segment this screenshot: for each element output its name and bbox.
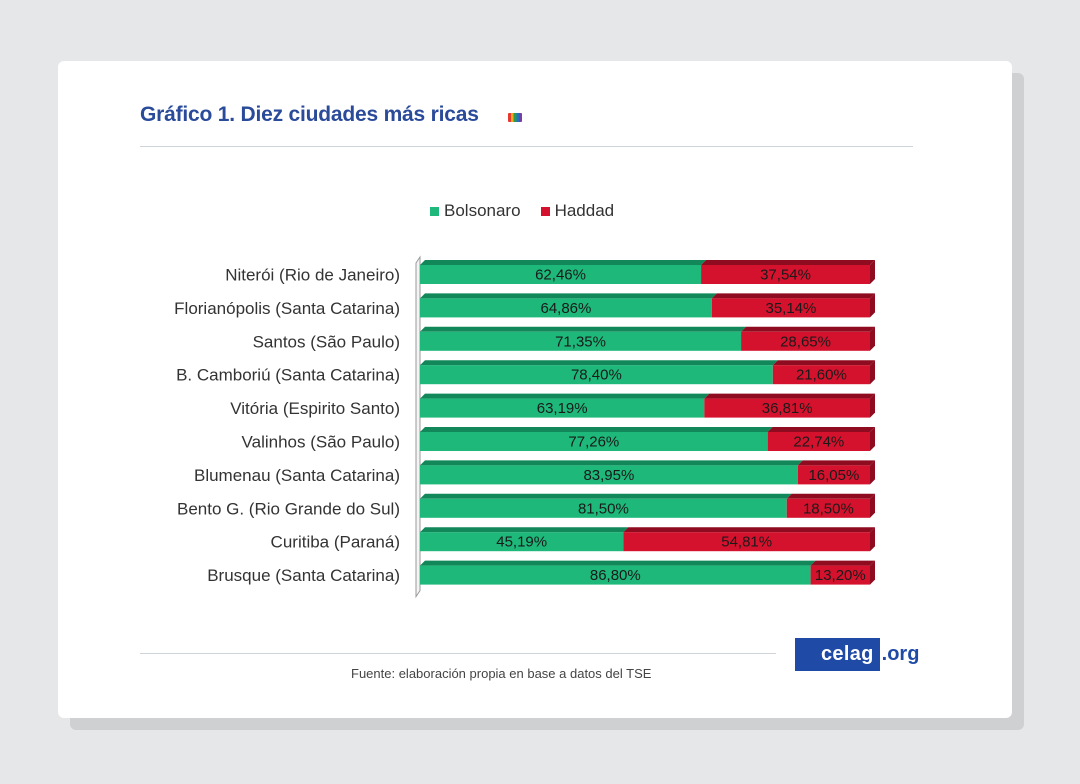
- chart-card: Gráfico 1. Diez ciudades más ricas Bolso…: [58, 61, 1012, 718]
- category-label: Santos (São Paulo): [253, 332, 400, 351]
- data-label-bolsonaro: 63,19%: [537, 400, 588, 417]
- category-label: Valinhos (São Paulo): [242, 433, 400, 452]
- bar-side-haddad: [870, 293, 875, 318]
- bar-top-bolsonaro: [420, 460, 803, 466]
- celag-logo: celag .org: [795, 638, 919, 671]
- data-label-haddad: 22,74%: [793, 434, 844, 451]
- category-label: Niterói (Rio de Janeiro): [225, 266, 400, 285]
- data-label-bolsonaro: 64,86%: [540, 300, 591, 317]
- bar-top-bolsonaro: [420, 560, 816, 566]
- bar-top-bolsonaro: [420, 293, 717, 299]
- bar-haddad: [623, 532, 870, 552]
- bar-top-haddad: [772, 360, 875, 366]
- category-label: Curitiba (Paraná): [271, 533, 400, 552]
- bar-haddad: [704, 398, 870, 418]
- bar-top-haddad: [701, 260, 875, 265]
- data-label-bolsonaro: 78,40%: [571, 367, 622, 384]
- bar-bolsonaro: [420, 365, 773, 385]
- bar-side-haddad: [870, 360, 875, 385]
- data-label-haddad: 16,05%: [808, 467, 859, 484]
- bar-side-haddad: [870, 427, 875, 451]
- data-label-bolsonaro: 81,50%: [578, 500, 629, 517]
- data-label-haddad: 18,50%: [803, 500, 854, 517]
- data-label-haddad: 36,81%: [762, 400, 813, 417]
- data-label-haddad: 21,60%: [796, 367, 847, 384]
- bar-haddad: [741, 331, 870, 351]
- bar-side-haddad: [870, 493, 875, 518]
- legend-swatch-haddad: [540, 206, 550, 216]
- bar-top-bolsonaro: [420, 326, 747, 332]
- data-label-bolsonaro: 83,95%: [583, 467, 634, 484]
- data-label-bolsonaro: 71,35%: [555, 333, 606, 350]
- bar-bolsonaro: [420, 298, 712, 318]
- bar-haddad: [786, 498, 870, 518]
- bar-top-haddad: [741, 326, 875, 332]
- bar-haddad: [797, 465, 870, 485]
- data-label-bolsonaro: 86,80%: [590, 567, 641, 584]
- title-divider: [140, 146, 913, 147]
- data-label-haddad: 35,14%: [765, 300, 816, 317]
- footer-divider: [140, 653, 776, 654]
- legend-label-haddad: Haddad: [554, 201, 615, 220]
- bar-side-haddad: [870, 260, 875, 284]
- bar-side-haddad: [870, 393, 875, 418]
- category-label: B. Camboriú (Santa Catarina): [176, 366, 400, 385]
- chart-legend: Bolsonaro Haddad: [430, 201, 634, 221]
- legend-swatch-bolsonaro: [430, 206, 439, 216]
- logo-text-celag: celag: [795, 638, 880, 671]
- bar-top-haddad: [711, 293, 875, 299]
- bar-side-haddad: [870, 460, 875, 485]
- bar-side-haddad: [870, 560, 875, 585]
- axis-wall: [415, 255, 421, 599]
- logo-text-org: .org: [881, 643, 920, 665]
- category-label: Florianópolis (Santa Catarina): [174, 299, 400, 318]
- bar-top-bolsonaro: [420, 360, 778, 366]
- legend-item-haddad: Haddad: [540, 201, 615, 221]
- bar-top-bolsonaro: [420, 260, 707, 265]
- bar-bolsonaro: [420, 465, 798, 485]
- bar-haddad: [772, 365, 870, 385]
- bar-bolsonaro: [420, 532, 624, 552]
- color-bars-icon: [508, 113, 522, 122]
- legend-label-bolsonaro: Bolsonaro: [444, 201, 521, 220]
- bar-top-haddad: [786, 493, 875, 499]
- bar-top-bolsonaro: [420, 493, 792, 499]
- bar-bolsonaro: [420, 565, 811, 585]
- source-note: Fuente: elaboración propia en base a dat…: [351, 666, 652, 681]
- bar-top-haddad: [810, 560, 875, 566]
- bar-top-haddad: [767, 427, 875, 432]
- bar-side-haddad: [870, 527, 875, 552]
- data-label-bolsonaro: 45,19%: [496, 534, 547, 551]
- bar-bolsonaro: [420, 398, 705, 418]
- bar-haddad: [810, 565, 870, 585]
- bar-haddad: [767, 432, 870, 451]
- bar-bolsonaro: [420, 498, 787, 518]
- category-label: Brusque (Santa Catarina): [207, 566, 400, 585]
- bar-bolsonaro: [420, 265, 702, 284]
- bar-top-bolsonaro: [420, 527, 629, 533]
- bar-haddad: [701, 265, 870, 284]
- data-label-bolsonaro: 77,26%: [568, 434, 619, 451]
- category-label: Bento G. (Rio Grande do Sul): [177, 499, 400, 518]
- category-label: Vitória (Espirito Santo): [230, 399, 400, 418]
- data-label-haddad: 28,65%: [780, 333, 831, 350]
- bar-bolsonaro: [420, 331, 742, 351]
- chart-title: Gráfico 1. Diez ciudades más ricas: [140, 103, 479, 126]
- bar-top-haddad: [704, 393, 875, 399]
- data-label-haddad: 13,20%: [815, 567, 866, 584]
- bar-bolsonaro: [420, 432, 768, 451]
- legend-item-bolsonaro: Bolsonaro: [430, 201, 521, 221]
- data-label-haddad: 54,81%: [721, 534, 772, 551]
- data-label-bolsonaro: 62,46%: [535, 267, 586, 284]
- category-label: Blumenau (Santa Catarina): [194, 466, 400, 485]
- bar-side-haddad: [870, 326, 875, 351]
- bar-top-bolsonaro: [420, 393, 710, 399]
- bar-top-haddad: [623, 527, 875, 533]
- bar-haddad: [711, 298, 870, 318]
- bar-top-bolsonaro: [420, 427, 773, 432]
- data-label-haddad: 37,54%: [760, 267, 811, 284]
- bar-top-haddad: [797, 460, 875, 466]
